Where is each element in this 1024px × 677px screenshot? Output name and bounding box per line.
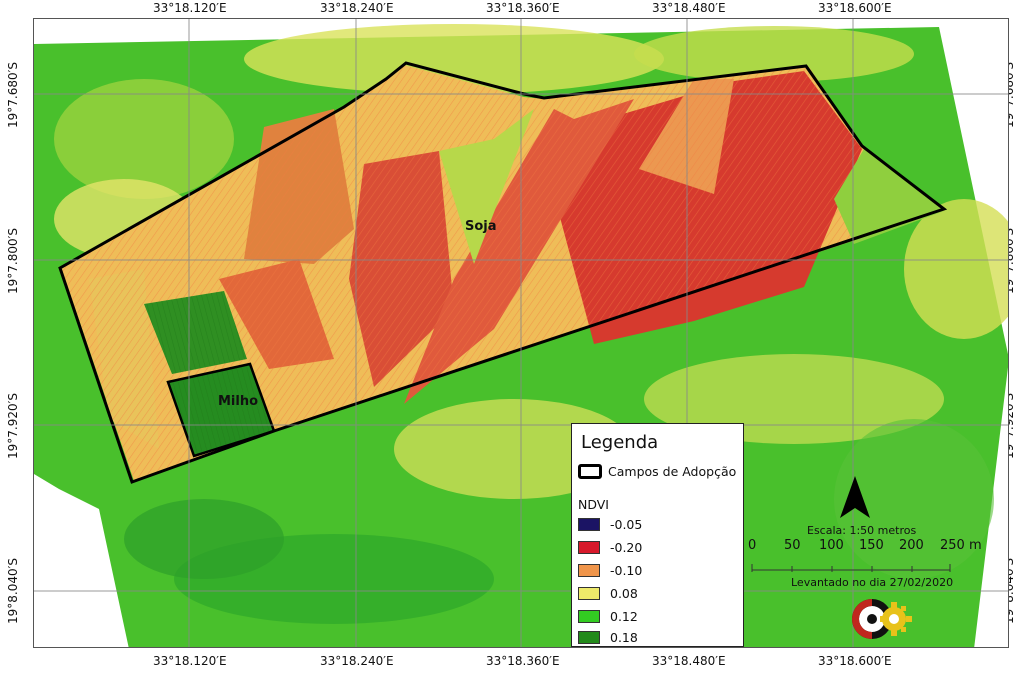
top-coord-1: 33°18.120′E <box>153 1 227 15</box>
soja-label: Soja <box>465 219 497 234</box>
legend-ndvi-label: NDVI <box>578 497 609 512</box>
legend-swatch <box>578 587 600 600</box>
legend-class-value: -0.10 <box>610 563 643 578</box>
legend-class: -0.05 <box>578 517 642 532</box>
ndvi-green-wedge <box>439 109 534 264</box>
scale-tick-label: 50 <box>784 538 801 553</box>
legend-class: -0.20 <box>578 540 642 555</box>
survey-date-note: Levantado no dia 27/02/2020 <box>791 576 954 589</box>
field-rows <box>61 65 944 481</box>
maize-field-boundary <box>166 362 276 458</box>
ndvi-green-wedge <box>834 149 944 244</box>
left-coord-2: 19°7.800′S <box>5 228 20 294</box>
scale-tick-label: 200 <box>899 538 924 553</box>
legend-class-value: 0.08 <box>610 586 638 601</box>
institution-logo-icon <box>852 599 912 639</box>
ndvi-map-canvas[interactable] <box>34 19 1009 648</box>
legend-class: 0.08 <box>578 586 638 601</box>
ndvi-patch <box>634 26 914 82</box>
legend-class: 0.12 <box>578 609 638 624</box>
maize-block-upper <box>144 291 247 374</box>
legend-fields-label: Campos de Adopção <box>608 464 737 479</box>
legend-fields-entry: Campos de Adopção <box>578 464 736 479</box>
legend-swatch <box>578 518 600 531</box>
legend-box: Legenda Campos de Adopção NDVI -0.05 -0.… <box>571 423 744 647</box>
legend-class-value: 0.12 <box>610 609 638 624</box>
left-coord-1: 19°7.680′S <box>5 62 20 128</box>
bottom-coord-1: 33°18.120′E <box>153 654 227 668</box>
scale-bar: Escala: 1:50 metros 0 50 100 150 200 250… <box>745 520 1005 600</box>
scale-tick-label: 0 <box>748 538 757 553</box>
ndvi-patch <box>244 24 664 94</box>
maize-field <box>168 364 274 456</box>
boundary-symbol-icon <box>578 464 602 479</box>
top-coord-2: 33°18.240′E <box>320 1 394 15</box>
legend-class-value: -0.05 <box>610 517 643 532</box>
ndvi-patch <box>124 499 284 579</box>
legend-swatch <box>578 631 600 644</box>
scale-title: Escala: 1:50 metros <box>807 524 917 537</box>
map-frame[interactable] <box>33 18 1009 648</box>
milho-label: Milho <box>218 394 259 409</box>
left-coord-3: 19°7.920′S <box>5 393 20 459</box>
legend-swatch <box>578 564 600 577</box>
left-coord-4: 19°8.040′S <box>5 558 20 624</box>
bottom-coord-5: 33°18.600′E <box>818 654 892 668</box>
bottom-coord-2: 33°18.240′E <box>320 654 394 668</box>
ndvi-patch <box>904 199 1008 339</box>
legend-title: Legenda <box>581 432 659 453</box>
scale-tick-label: 150 <box>859 538 884 553</box>
bottom-coord-3: 33°18.360′E <box>486 654 560 668</box>
top-coord-4: 33°18.480′E <box>652 1 726 15</box>
ndvi-patch <box>834 419 994 579</box>
legend-class: 0.18 <box>578 630 638 645</box>
bottom-coord-4: 33°18.480′E <box>652 654 726 668</box>
top-coord-3: 33°18.360′E <box>486 1 560 15</box>
legend-class-value: -0.20 <box>610 540 643 555</box>
ndvi-patch <box>644 354 944 444</box>
top-coord-5: 33°18.600′E <box>818 1 892 15</box>
legend-class-value: 0.18 <box>610 630 638 645</box>
scale-bar-line <box>751 564 951 572</box>
scale-tick-label: 100 <box>819 538 844 553</box>
legend-swatch <box>578 541 600 554</box>
scale-tick-label: 250 m <box>940 538 982 553</box>
legend-swatch <box>578 610 600 623</box>
north-arrow-icon <box>840 476 870 518</box>
legend-class: -0.10 <box>578 563 642 578</box>
